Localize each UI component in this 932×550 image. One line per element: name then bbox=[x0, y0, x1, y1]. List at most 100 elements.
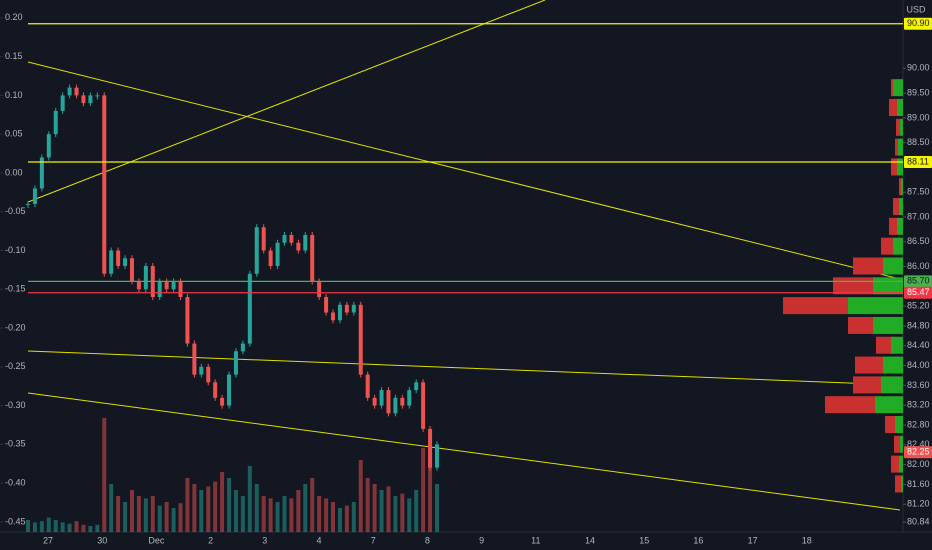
volume-bar bbox=[206, 486, 211, 532]
candle bbox=[379, 390, 384, 406]
volume-bar bbox=[220, 472, 225, 532]
volume-bar bbox=[164, 502, 169, 532]
price-label-box bbox=[904, 17, 932, 30]
candle bbox=[365, 374, 370, 398]
profile-buy bbox=[897, 158, 903, 176]
x-tick-label: 3 bbox=[262, 535, 267, 545]
candle bbox=[282, 234, 287, 243]
profile-sell bbox=[895, 475, 901, 493]
profile-sell bbox=[891, 79, 893, 97]
price-label-box bbox=[904, 286, 932, 299]
candle bbox=[39, 157, 44, 189]
profile-buy bbox=[901, 178, 903, 196]
candle bbox=[275, 242, 280, 266]
y-tick-label: -0.20 bbox=[5, 322, 26, 332]
candle bbox=[206, 366, 211, 383]
volume-bar bbox=[261, 496, 266, 532]
volume-bar bbox=[178, 503, 183, 532]
candle bbox=[358, 304, 363, 375]
profile-buy bbox=[893, 79, 903, 97]
candle bbox=[178, 281, 183, 298]
x-tick-label: 15 bbox=[639, 535, 649, 545]
price-label: 82.25 bbox=[907, 447, 930, 457]
volume-bar bbox=[337, 508, 342, 532]
y-tick-label: 0.20 bbox=[5, 12, 23, 22]
y2-tick-label: 82.80 bbox=[907, 419, 930, 429]
candle bbox=[53, 110, 58, 135]
y2-tick-label: 83.20 bbox=[907, 400, 930, 410]
volume-bar bbox=[435, 484, 439, 532]
volume-bar bbox=[351, 502, 356, 532]
y2-tick-label: 87.50 bbox=[907, 187, 930, 197]
profile-sell bbox=[825, 396, 875, 414]
x-tick-label: 11 bbox=[531, 535, 540, 545]
profile-sell bbox=[895, 138, 898, 156]
volume-bar bbox=[289, 498, 294, 532]
trend-line bbox=[27, 0, 546, 203]
volume-bar bbox=[296, 490, 301, 532]
profile-sell bbox=[891, 158, 897, 176]
y-tick-label: 0.15 bbox=[5, 51, 23, 61]
price-label-box bbox=[904, 275, 932, 288]
y2-tick-label: 82.00 bbox=[907, 459, 930, 469]
candle bbox=[32, 188, 37, 204]
profile-sell bbox=[889, 98, 897, 116]
price-label: 88.11 bbox=[907, 156, 929, 166]
candle bbox=[109, 250, 114, 274]
volume-bar bbox=[109, 484, 114, 532]
candle bbox=[171, 281, 176, 290]
volume-bar bbox=[254, 484, 259, 532]
volume-bar bbox=[67, 523, 72, 532]
profile-sell bbox=[855, 356, 883, 374]
y2-tick-label: 89.50 bbox=[907, 87, 930, 97]
profile-sell bbox=[853, 376, 881, 394]
candle bbox=[337, 304, 342, 321]
profile-buy bbox=[893, 237, 903, 255]
volume-bar bbox=[46, 517, 51, 532]
y2-tick-label: 81.60 bbox=[907, 479, 930, 489]
price-label-box bbox=[904, 446, 932, 459]
profile-buy bbox=[891, 336, 903, 354]
candle bbox=[88, 95, 93, 104]
profile-buy bbox=[875, 396, 903, 414]
volume-bar bbox=[157, 505, 162, 532]
candle bbox=[192, 343, 197, 375]
candle bbox=[254, 227, 259, 274]
trend-line bbox=[27, 350, 901, 386]
volume-bar bbox=[39, 521, 44, 532]
profile-buy bbox=[873, 277, 903, 295]
candle bbox=[428, 428, 433, 468]
x-tick-label: 30 bbox=[97, 535, 107, 545]
volume-bar bbox=[129, 490, 134, 532]
volume-bar bbox=[136, 496, 141, 532]
candle bbox=[233, 351, 238, 375]
candle bbox=[303, 234, 308, 251]
volume-bar bbox=[213, 481, 218, 532]
candle bbox=[324, 297, 329, 313]
volume-bar bbox=[317, 496, 322, 532]
volume-bar bbox=[26, 520, 30, 532]
y2-tick-label: 89.00 bbox=[907, 112, 930, 122]
volume-bar bbox=[53, 520, 58, 532]
y2-tick-label: 80.84 bbox=[907, 516, 930, 526]
y2-tick-label: 84.80 bbox=[907, 320, 930, 330]
profile-sell bbox=[833, 277, 873, 295]
x-tick-label: 9 bbox=[479, 535, 484, 545]
y2-tick-label: 82.40 bbox=[907, 439, 930, 449]
volume-bar bbox=[199, 490, 204, 532]
volume-bar bbox=[32, 522, 37, 532]
volume-bar bbox=[60, 522, 65, 532]
candle bbox=[227, 374, 232, 406]
x-tick-label: 8 bbox=[425, 535, 430, 545]
volume-bar bbox=[282, 496, 287, 532]
profile-buy bbox=[897, 217, 903, 235]
candle bbox=[116, 250, 121, 266]
profile-buy bbox=[900, 435, 903, 453]
candle bbox=[213, 382, 218, 398]
y-tick-label: -0.10 bbox=[5, 245, 26, 255]
volume-bar bbox=[95, 524, 100, 532]
candle bbox=[421, 382, 426, 429]
candle bbox=[60, 95, 65, 111]
